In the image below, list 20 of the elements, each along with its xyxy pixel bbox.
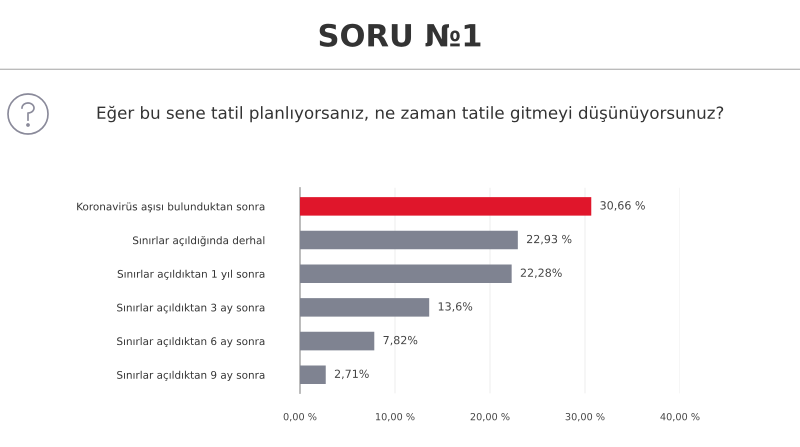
chart-subtitle: Eğer bu sene tatil planlıyorsanız, ne zaman tatile gitmeyi düşünüyorsunuz? <box>98 106 724 122</box>
chart-title: SORU №1 <box>320 24 480 47</box>
y-tick-label: Koronavirüs aşısı bulunduktan sonra <box>77 202 264 212</box>
y-tick-label: Sınırlar açıldıktan 9 ay sonra <box>117 370 264 381</box>
x-tick-label: 40,00 % <box>660 412 700 422</box>
x-tick-label: 10,00 % <box>376 412 415 422</box>
y-tick-label: Sınırlar açıldıktan 1 yıl sonra <box>118 270 264 280</box>
data-label: 2,71% <box>334 370 369 380</box>
data-label: 22,28% <box>520 268 562 278</box>
data-label: 13,6% <box>438 302 472 312</box>
data-label: 22,93 % <box>526 234 572 244</box>
data-label: 7,82% <box>384 336 418 346</box>
data-label: 30,66 % <box>600 201 645 211</box>
y-tick-label: Sınırlar açıldıktan 6 ay sonra <box>117 337 264 348</box>
y-tick-label: Sınırlar açıldığında derhal <box>132 236 264 246</box>
x-tick-label: 30,00 % <box>566 412 605 422</box>
y-tick-label: Sınırlar açıldıktan 3 ay sonra <box>117 303 264 314</box>
x-tick-label: 20,00 % <box>470 412 510 422</box>
x-tick-label: 0,00 % <box>284 412 316 422</box>
bar <box>300 197 592 216</box>
